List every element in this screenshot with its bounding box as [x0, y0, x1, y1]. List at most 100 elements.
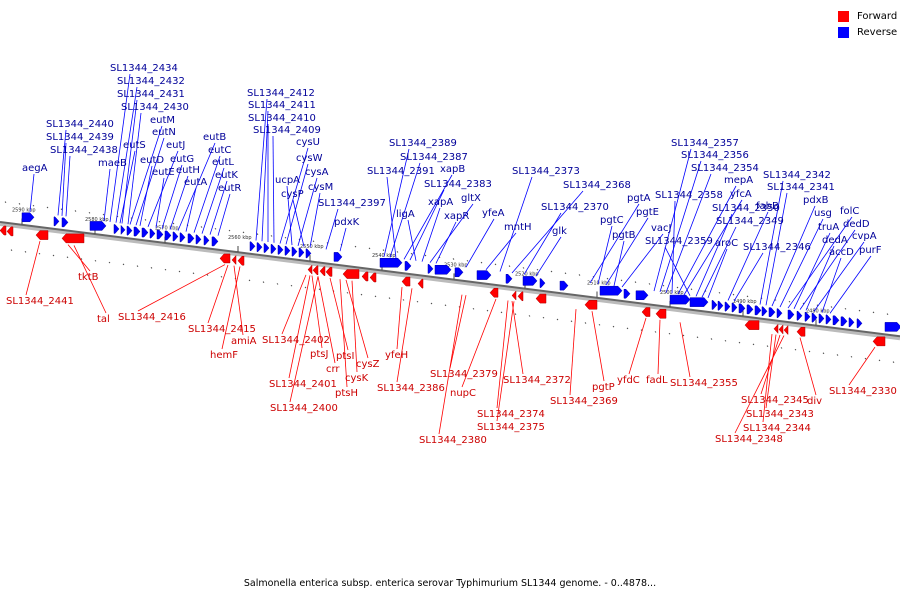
forward-gene-arrow[interactable]: [319, 266, 326, 276]
reverse-gene-label[interactable]: SL1344_2387: [400, 152, 468, 163]
forward-gene-label[interactable]: SL1344_2415: [188, 324, 256, 335]
forward-gene-arrow[interactable]: [237, 255, 245, 266]
forward-gene-arrow[interactable]: [401, 276, 411, 287]
reverse-gene-arrow[interactable]: [738, 303, 746, 314]
reverse-gene-arrow[interactable]: [505, 274, 513, 284]
forward-gene-arrow[interactable]: [517, 291, 524, 302]
reverse-gene-label[interactable]: eutE: [152, 167, 175, 178]
forward-gene-label[interactable]: tktB: [78, 272, 99, 283]
reverse-gene-label[interactable]: xapB: [440, 164, 465, 175]
forward-gene-label[interactable]: crr: [326, 364, 340, 375]
forward-gene-label[interactable]: amiA: [231, 336, 257, 347]
reverse-gene-label[interactable]: accD: [829, 247, 854, 258]
reverse-gene-label[interactable]: SL1344_2342: [763, 170, 831, 181]
reverse-gene-arrow[interactable]: [21, 212, 35, 223]
forward-gene-arrow[interactable]: [0, 225, 7, 236]
reverse-gene-label[interactable]: folC: [840, 206, 859, 217]
reverse-gene-arrow[interactable]: [476, 270, 492, 280]
forward-gene-label[interactable]: SL1344_2400: [270, 403, 338, 414]
forward-gene-arrow[interactable]: [783, 324, 789, 336]
forward-gene-label[interactable]: yfdC: [617, 375, 640, 386]
reverse-gene-label[interactable]: pgtB: [612, 230, 636, 241]
forward-gene-arrow[interactable]: [584, 300, 598, 310]
reverse-gene-label[interactable]: eutM: [150, 115, 175, 126]
reverse-gene-label[interactable]: SL1344_2350: [712, 203, 780, 214]
reverse-gene-arrow[interactable]: [291, 246, 298, 257]
forward-gene-arrow[interactable]: [219, 253, 231, 264]
forward-gene-arrow[interactable]: [342, 269, 360, 279]
forward-gene-arrow[interactable]: [744, 320, 760, 330]
forward-gene-label[interactable]: SL1344_2401: [269, 379, 337, 390]
reverse-gene-label[interactable]: truA: [818, 222, 839, 233]
reverse-gene-arrow[interactable]: [761, 306, 768, 317]
reverse-gene-arrow[interactable]: [804, 311, 811, 322]
reverse-gene-arrow[interactable]: [277, 245, 284, 255]
reverse-gene-label[interactable]: SL1344_2397: [318, 198, 386, 209]
reverse-gene-label[interactable]: SL1344_2409: [253, 125, 321, 136]
forward-gene-arrow[interactable]: [778, 324, 784, 335]
reverse-gene-arrow[interactable]: [126, 225, 133, 236]
reverse-gene-arrow[interactable]: [156, 229, 164, 240]
reverse-gene-arrow[interactable]: [141, 227, 149, 238]
reverse-gene-arrow[interactable]: [623, 288, 631, 299]
reverse-gene-label[interactable]: SL1344_2434: [110, 63, 178, 74]
forward-gene-label[interactable]: SL1344_2441: [6, 296, 74, 307]
reverse-gene-label[interactable]: pgtC: [600, 215, 624, 226]
forward-gene-arrow[interactable]: [35, 230, 49, 240]
forward-gene-label[interactable]: SL1344_2416: [118, 312, 186, 323]
reverse-gene-arrow[interactable]: [669, 294, 691, 305]
reverse-gene-arrow[interactable]: [164, 230, 172, 241]
forward-gene-label[interactable]: ptsI: [336, 351, 354, 362]
forward-gene-label[interactable]: fadL: [646, 375, 668, 386]
reverse-gene-arrow[interactable]: [305, 248, 312, 259]
reverse-gene-arrow[interactable]: [256, 242, 263, 252]
reverse-gene-label[interactable]: SL1344_2370: [541, 202, 609, 213]
forward-gene-label[interactable]: hemF: [210, 350, 238, 361]
reverse-gene-arrow[interactable]: [263, 243, 270, 253]
forward-gene-arrow[interactable]: [231, 254, 237, 266]
reverse-gene-label[interactable]: vacJ: [651, 223, 672, 234]
reverse-gene-arrow[interactable]: [284, 245, 291, 256]
forward-gene-label[interactable]: SL1344_2386: [377, 383, 445, 394]
reverse-gene-arrow[interactable]: [404, 261, 412, 271]
reverse-gene-label[interactable]: eutJ: [166, 140, 185, 151]
forward-gene-label[interactable]: SL1344_2343: [746, 409, 814, 420]
reverse-gene-label[interactable]: SL1344_2341: [767, 182, 835, 193]
reverse-gene-label[interactable]: purF: [859, 245, 882, 256]
reverse-gene-label[interactable]: SL1344_2368: [563, 180, 631, 191]
reverse-gene-arrow[interactable]: [211, 236, 219, 247]
reverse-gene-arrow[interactable]: [427, 264, 434, 274]
forward-gene-label[interactable]: SL1344_2379: [430, 369, 498, 380]
reverse-gene-arrow[interactable]: [61, 217, 69, 228]
reverse-gene-label[interactable]: SL1344_2357: [671, 138, 739, 149]
reverse-gene-label[interactable]: maeB: [98, 158, 127, 169]
reverse-gene-arrow[interactable]: [195, 234, 202, 245]
reverse-gene-label[interactable]: yfeA: [482, 208, 505, 219]
forward-gene-label[interactable]: SL1344_2380: [419, 435, 487, 446]
reverse-gene-label[interactable]: SL1344_2439: [46, 132, 114, 143]
forward-gene-arrow[interactable]: [6, 226, 14, 237]
forward-gene-arrow[interactable]: [872, 336, 886, 347]
forward-gene-arrow[interactable]: [796, 326, 806, 337]
reverse-gene-label[interactable]: eutN: [152, 127, 176, 138]
reverse-gene-arrow[interactable]: [53, 216, 60, 227]
forward-gene-arrow[interactable]: [511, 290, 517, 301]
reverse-gene-label[interactable]: aegA: [22, 163, 48, 174]
reverse-gene-label[interactable]: pgtA: [627, 193, 651, 204]
reverse-gene-arrow[interactable]: [434, 264, 452, 275]
reverse-gene-arrow[interactable]: [172, 231, 179, 242]
reverse-gene-arrow[interactable]: [796, 310, 803, 321]
reverse-gene-arrow[interactable]: [754, 305, 762, 316]
reverse-gene-arrow[interactable]: [717, 300, 724, 311]
reverse-gene-label[interactable]: SL1344_2410: [248, 113, 316, 124]
reverse-gene-label[interactable]: SL1344_2411: [248, 100, 316, 111]
reverse-gene-label[interactable]: ucpA: [275, 175, 300, 186]
reverse-gene-label[interactable]: eutA: [184, 177, 207, 188]
reverse-gene-arrow[interactable]: [724, 301, 731, 312]
forward-gene-label[interactable]: SL1344_2345: [741, 395, 809, 406]
reverse-gene-label[interactable]: SL1344_2383: [424, 179, 492, 190]
reverse-gene-label[interactable]: SL1344_2389: [389, 138, 457, 149]
forward-gene-arrow[interactable]: [312, 265, 319, 276]
forward-gene-label[interactable]: SL1344_2348: [715, 434, 783, 445]
reverse-gene-label[interactable]: cysA: [305, 167, 329, 178]
